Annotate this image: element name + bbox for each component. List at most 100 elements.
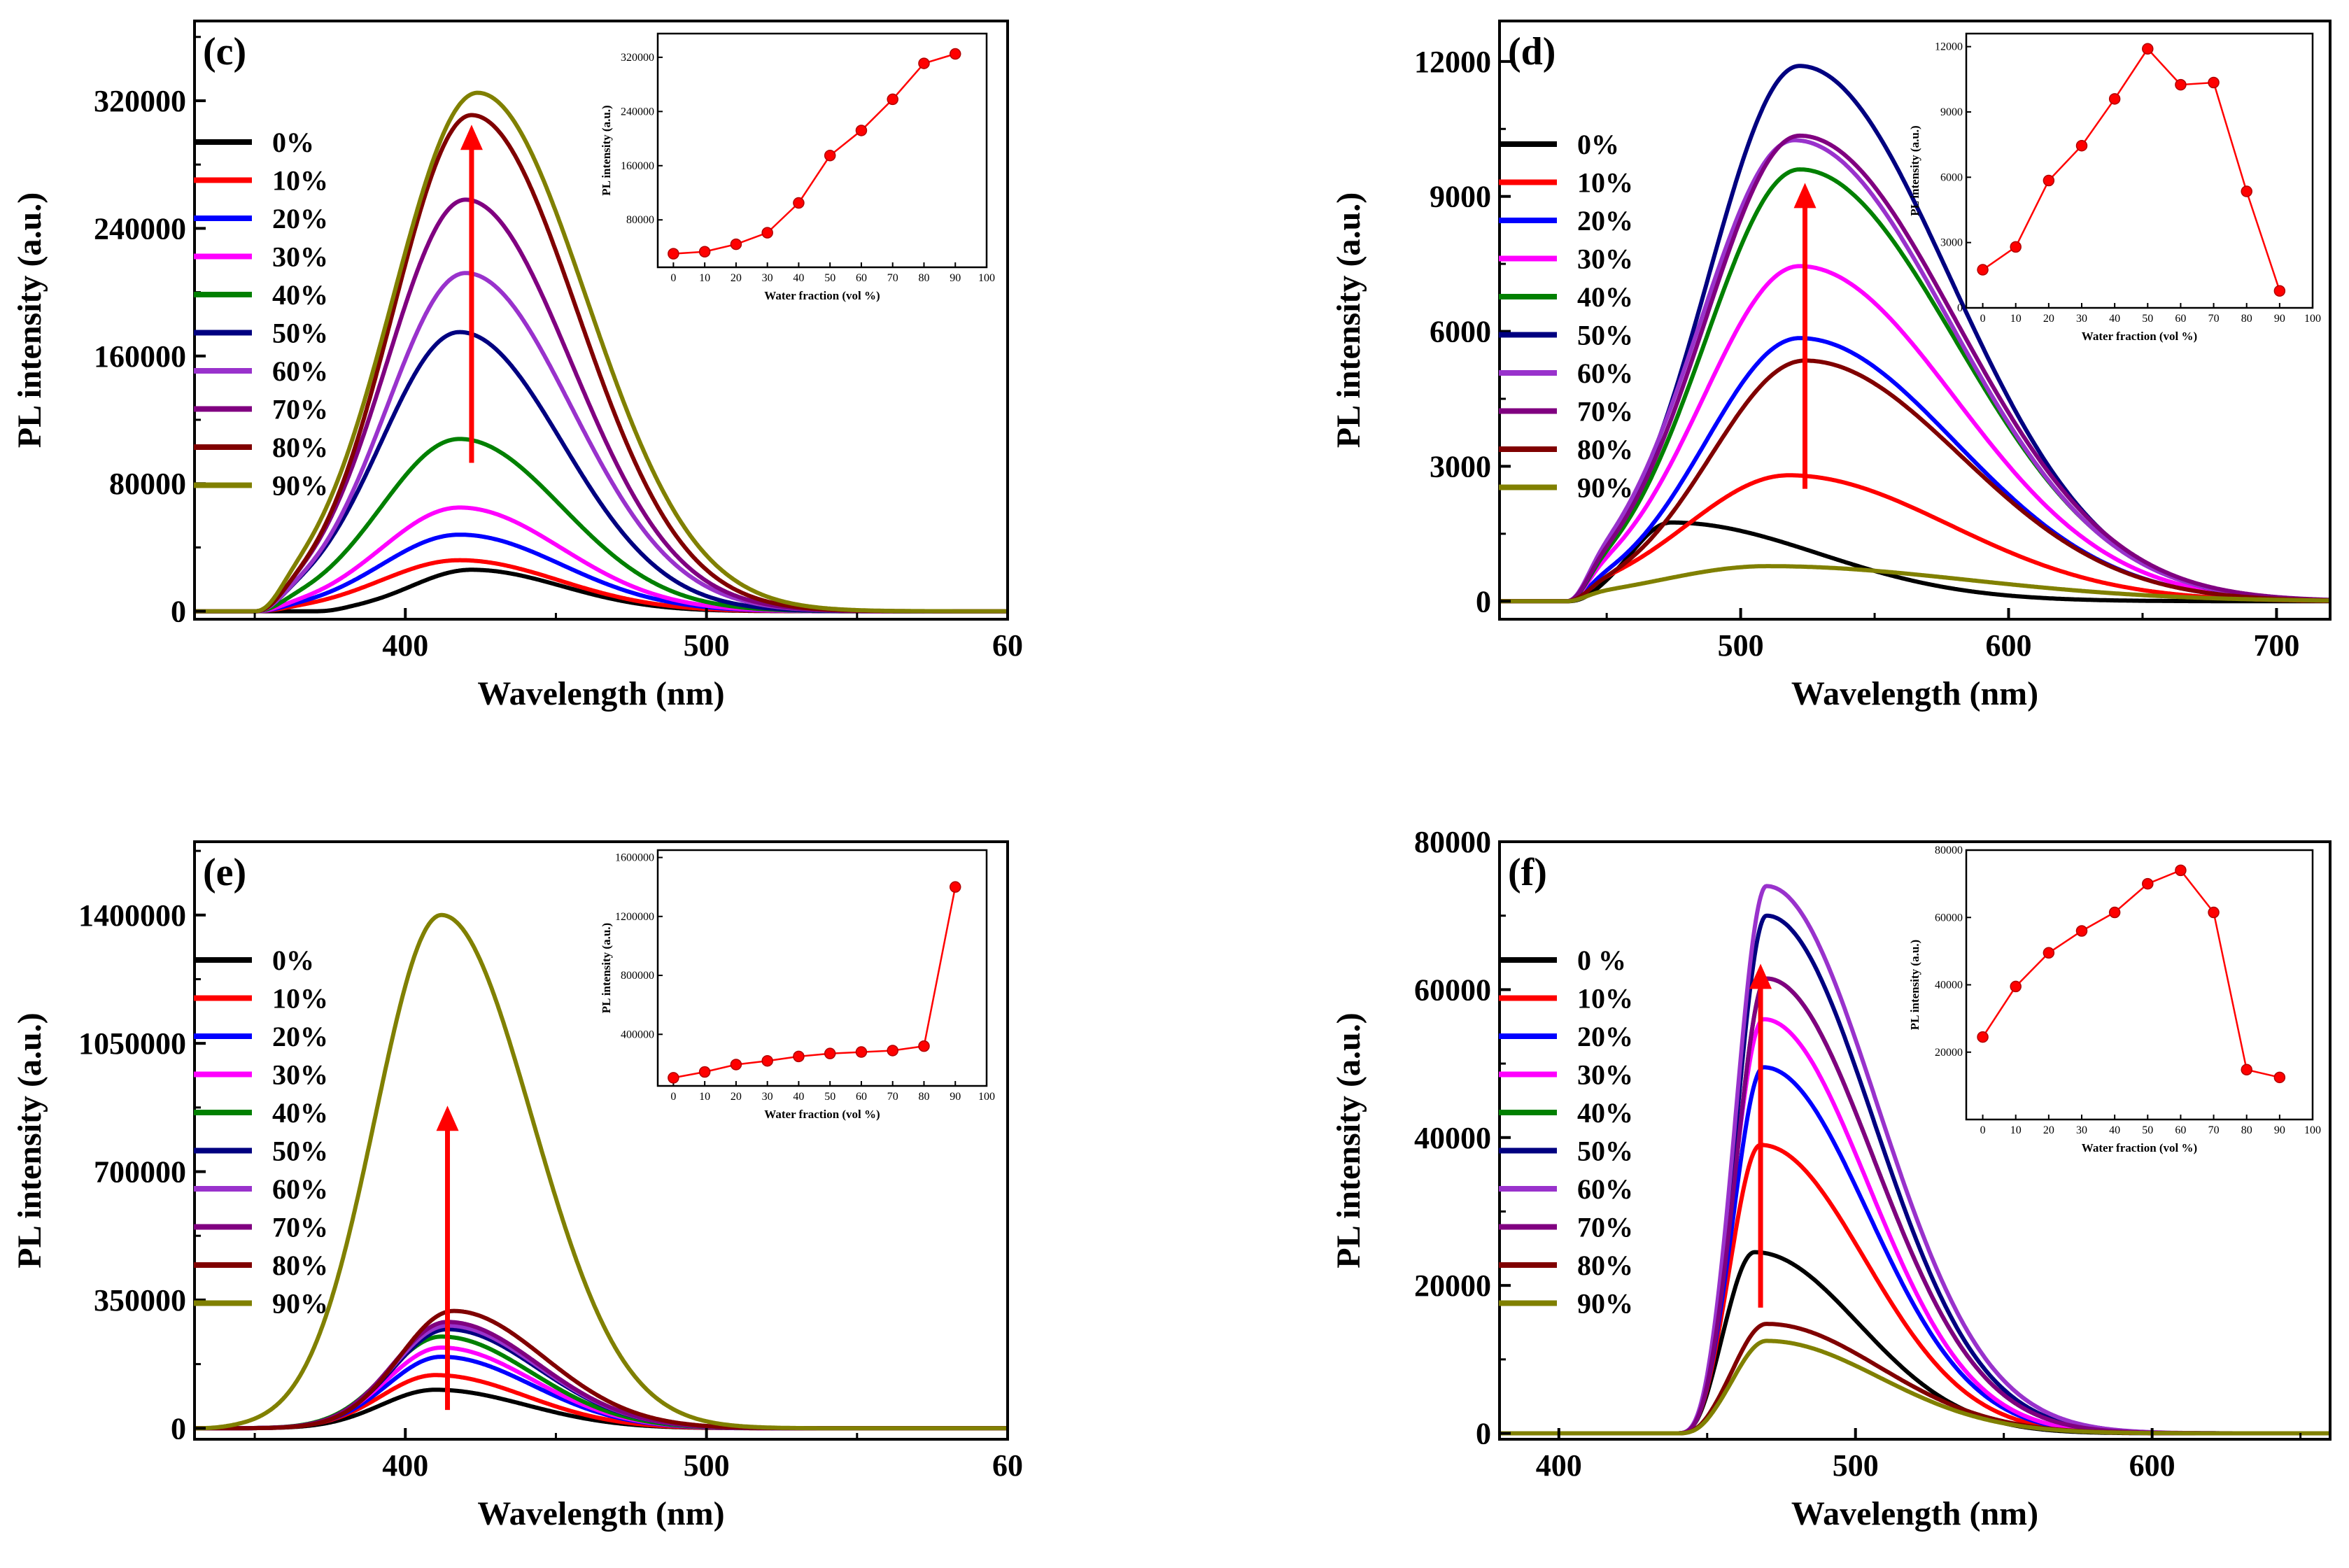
series-line-30pct: [1500, 264, 2330, 604]
legend-label: 70%: [272, 1212, 328, 1243]
panel-label: (f): [1508, 851, 1547, 894]
x-tick-label: 500: [684, 628, 730, 663]
plot-frame: [193, 20, 1009, 621]
y-tick-label: 0: [171, 1411, 186, 1446]
inset-point: [698, 1066, 711, 1078]
inset-x-tick-label: 0: [1980, 1124, 1986, 1136]
inset-y-label: PL intensity (a.u.): [1908, 940, 1921, 1030]
y-tick-label: 3000: [1430, 449, 1491, 483]
legend-label: 30%: [1577, 1059, 1633, 1091]
y-tick-label: 40000: [1414, 1121, 1491, 1155]
y-tick-label: 700000: [94, 1155, 186, 1189]
legend-label: 40%: [272, 1097, 328, 1129]
series-line-90pct: [1500, 1339, 2330, 1436]
legend-label: 10%: [1577, 167, 1633, 199]
inset-point: [761, 1054, 773, 1067]
inset-x-tick-label: 40: [793, 272, 804, 284]
legend-label: 80%: [272, 1250, 328, 1281]
legend-label: 90%: [272, 1288, 328, 1320]
x-tick-label: 700: [2253, 628, 2299, 663]
inset-point: [793, 1050, 805, 1063]
inset-x-tick-label: 10: [699, 272, 710, 284]
inset-point: [730, 238, 742, 250]
series-line-90pct: [195, 90, 1008, 614]
x-tick-label: 600: [1986, 628, 2032, 663]
legend-label: 20%: [1577, 1021, 1633, 1052]
legend-label: 20%: [272, 1021, 328, 1052]
inset-x-tick-label: 70: [2208, 1124, 2220, 1136]
arrow-head: [436, 1106, 459, 1131]
legend-label: 90%: [1577, 1288, 1633, 1320]
inset-y-tick-label: 800000: [621, 970, 654, 982]
inset-line: [1982, 869, 2280, 1079]
y-tick-label: 160000: [94, 339, 186, 374]
arrow-head: [460, 125, 483, 150]
inset-x-tick-label: 50: [824, 1091, 835, 1103]
inset-point: [1977, 264, 1989, 276]
x-tick-label: 60: [992, 1448, 1023, 1483]
legend-label: 30%: [272, 1059, 328, 1091]
y-tick-label: 240000: [94, 211, 186, 246]
inset-x-tick-label: 50: [2142, 313, 2153, 325]
panel-f: 400 500 600020000400006000080000Wavelength…: [1330, 825, 2332, 1532]
series-line-90pct: [195, 912, 1008, 1431]
legend-label: 0%: [272, 945, 314, 976]
x-tick-label: 400: [382, 1448, 428, 1483]
legend-label: 0%: [272, 127, 314, 158]
legend-label: 10%: [272, 165, 328, 197]
inset-point: [918, 1040, 930, 1052]
legend-label: 60%: [272, 355, 328, 387]
series-line-70pct: [1500, 133, 2330, 604]
legend-label: 20%: [1577, 205, 1633, 236]
inset-x-tick-label: 30: [762, 1091, 773, 1103]
inset-point: [698, 246, 711, 257]
legend-label: 10%: [272, 983, 328, 1015]
curves: [1500, 64, 2330, 604]
curves: [195, 912, 1008, 1431]
inset-point: [949, 881, 961, 893]
inset-point: [2075, 925, 2088, 937]
inset-point: [824, 1047, 836, 1059]
x-tick-label: 400: [1536, 1448, 1582, 1483]
inset-x-tick-label: 0: [1980, 313, 1986, 325]
legend-label: 50%: [1577, 320, 1633, 351]
inset-y-label: PL intensity (a.u.): [600, 923, 613, 1013]
inset-y-tick-label: 1600000: [615, 852, 654, 864]
inset-x-tick-label: 30: [762, 272, 773, 284]
x-axis-label: Wavelength (nm): [477, 1495, 724, 1532]
panel-c: 400 500 60080000160000240000320000Waveleng…: [11, 20, 1023, 712]
x-axis-label: Wavelength (nm): [1791, 1495, 2038, 1532]
inset-x-tick-label: 80: [2241, 313, 2252, 325]
inset-x-tick-label: 80: [2241, 1124, 2252, 1136]
inset-x-tick-label: 60: [2175, 1124, 2186, 1136]
inset-line: [673, 52, 956, 255]
inset-x-tick-label: 0: [670, 1091, 676, 1103]
inset-line: [1982, 47, 2281, 292]
arrow-head: [1793, 183, 1817, 209]
inset-x-tick-label: 20: [2043, 1124, 2054, 1136]
inset-x-tick-label: 50: [824, 272, 835, 284]
inset-point: [855, 1046, 868, 1058]
inset-point: [2273, 1071, 2286, 1084]
y-tick-label: 12000: [1414, 45, 1491, 79]
inset-point: [887, 93, 898, 106]
inset-x-tick-label: 90: [2274, 1124, 2285, 1136]
inset-x-tick-label: 40: [2109, 313, 2120, 325]
y-tick-label: 60000: [1414, 973, 1491, 1007]
legend: 0% 10% 20% 30% 40% 50% 60% 70% 80% 90%: [1499, 129, 1633, 504]
inset-y-tick-label: 0: [1957, 302, 1963, 314]
curves: [195, 90, 1008, 614]
inset-x-tick-label: 90: [2274, 313, 2285, 325]
legend: 0 % 10% 20% 30% 40% 50% 60% 70% 80% 90%: [1499, 945, 1633, 1320]
inset-x-tick-label: 80: [918, 272, 929, 284]
inset-point: [824, 150, 836, 162]
legend-label: 60%: [272, 1173, 328, 1205]
y-tick-label: 20000: [1414, 1269, 1491, 1303]
legend-label: 70%: [1577, 396, 1633, 428]
x-tick-label: 400: [382, 628, 428, 663]
inset-y-tick-label: 240000: [621, 106, 654, 118]
inset-y-tick-label: 60000: [1935, 912, 1963, 924]
inset-y-tick-label: 400000: [621, 1029, 654, 1040]
